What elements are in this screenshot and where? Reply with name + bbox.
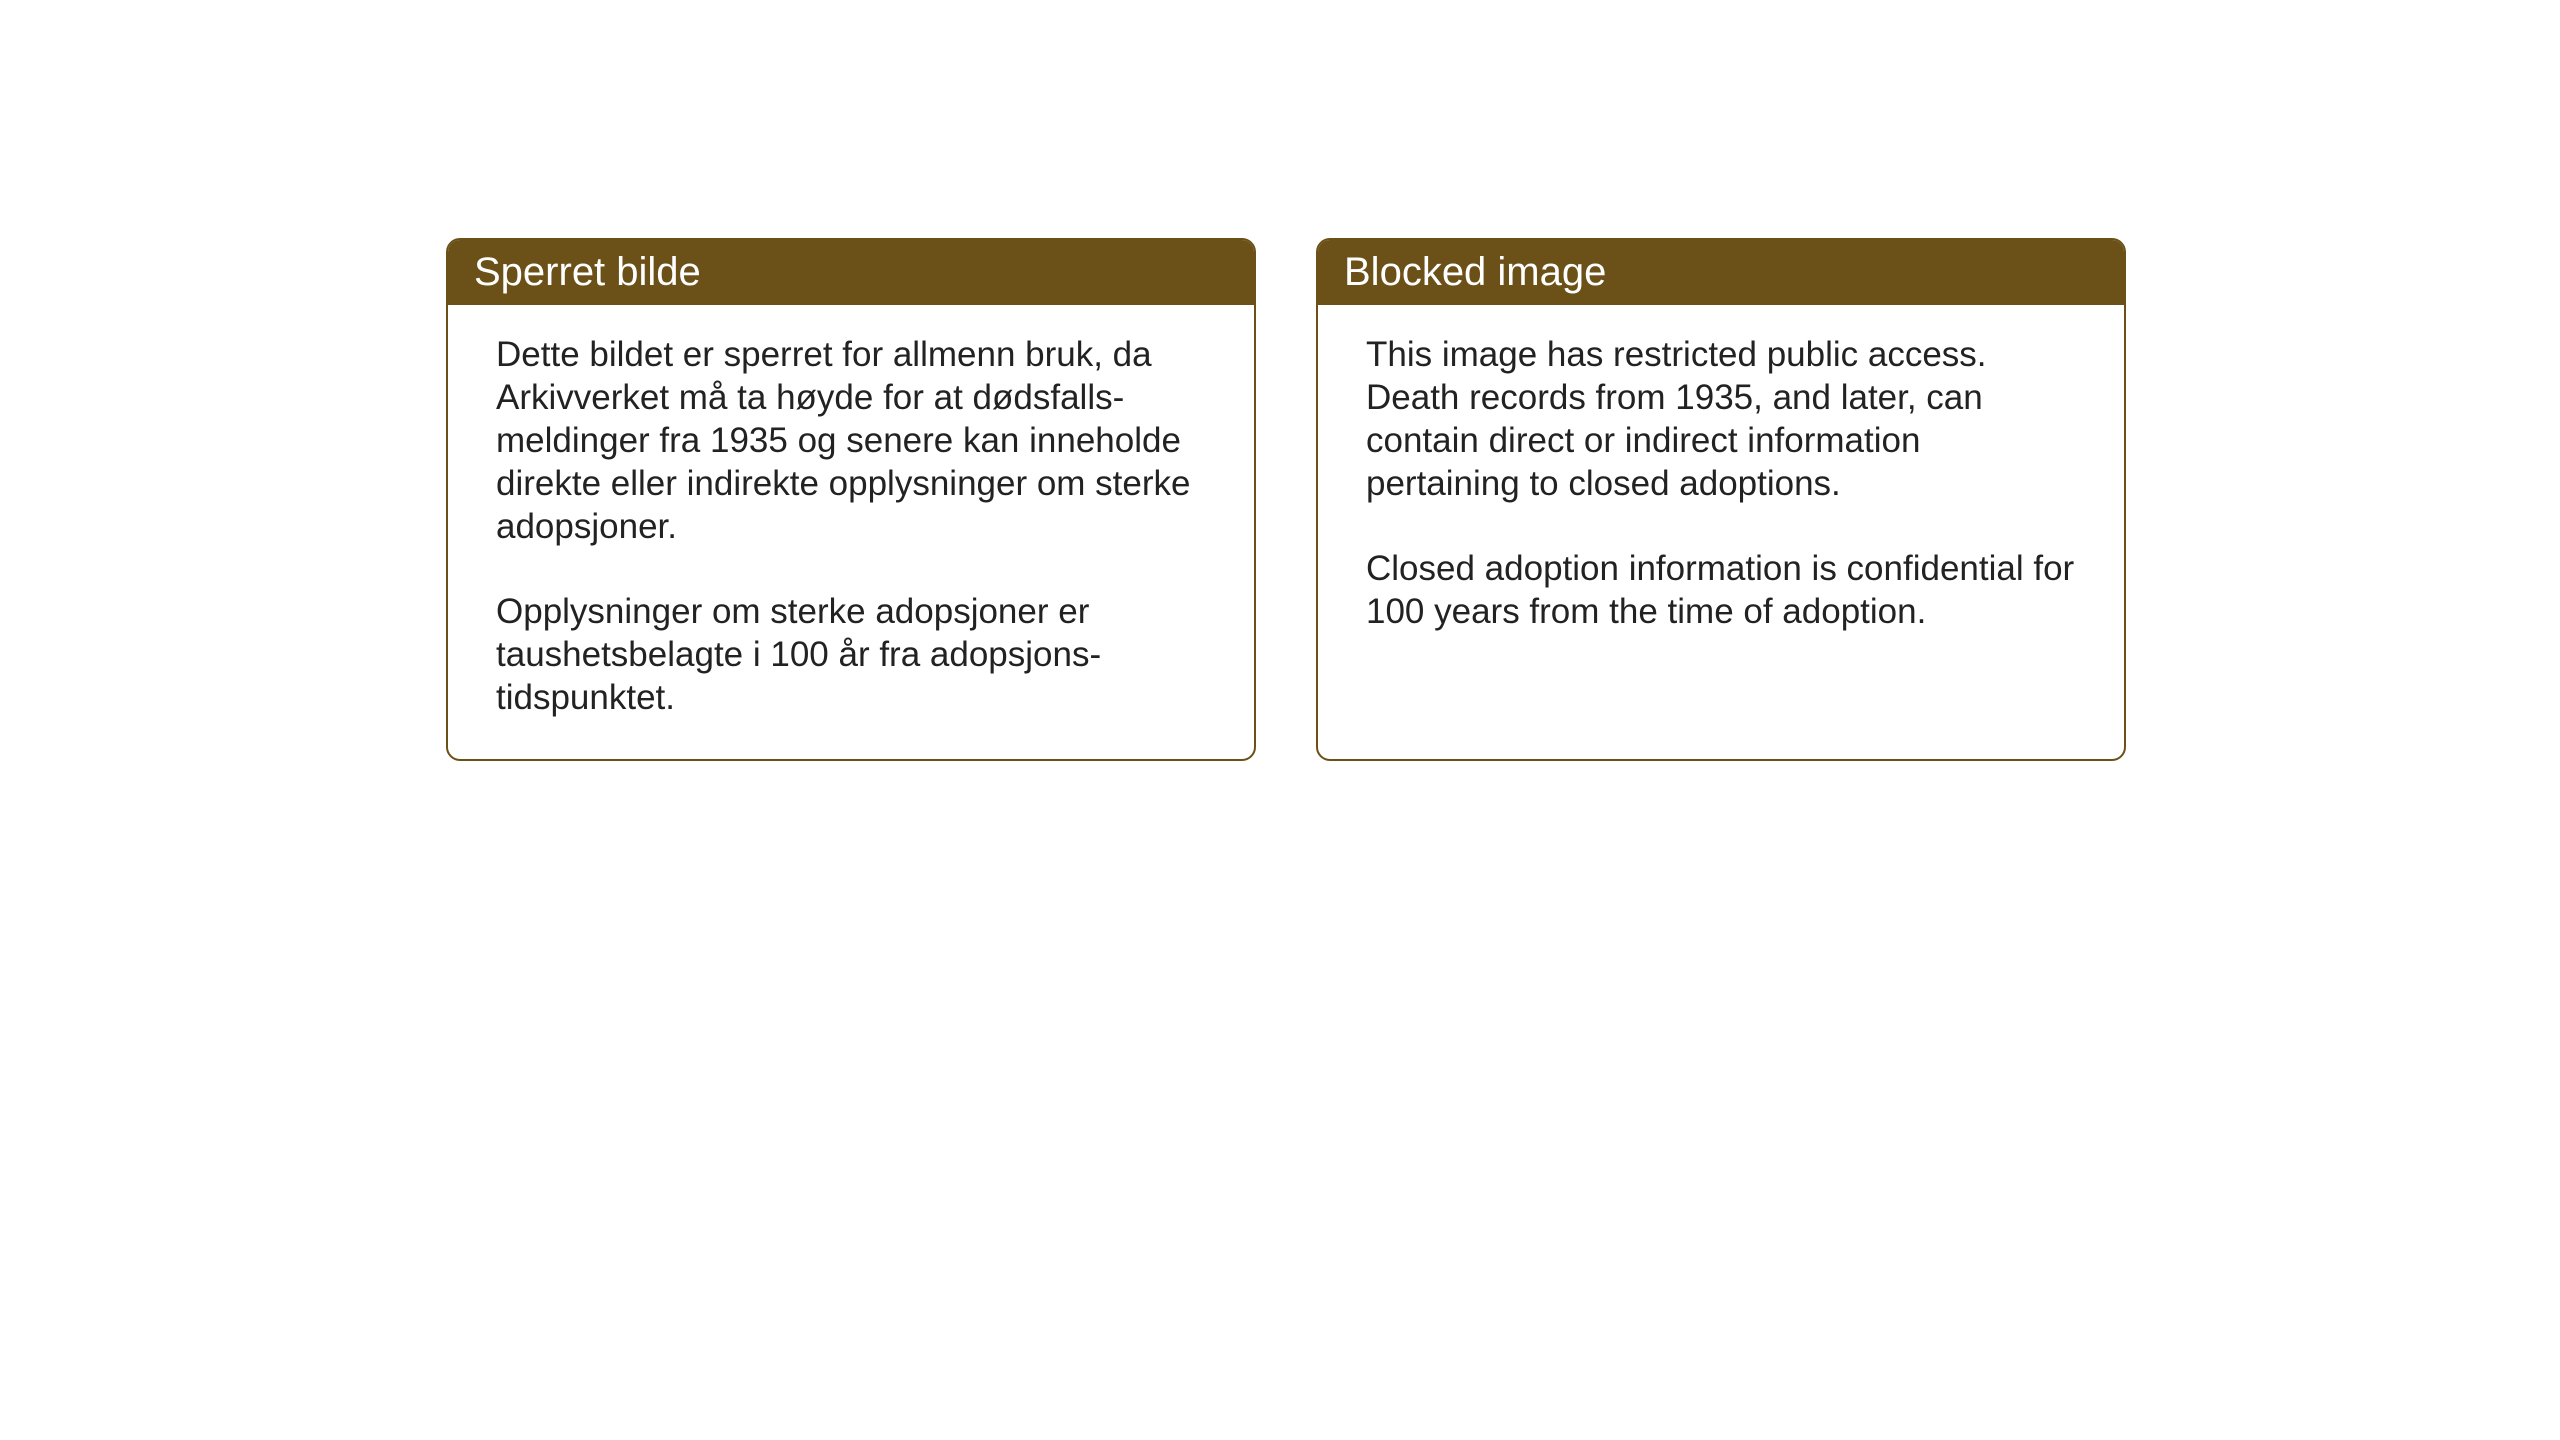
norwegian-card-header: Sperret bilde [448, 240, 1254, 305]
english-notice-card: Blocked image This image has restricted … [1316, 238, 2126, 761]
norwegian-notice-card: Sperret bilde Dette bildet er sperret fo… [446, 238, 1256, 761]
norwegian-card-title: Sperret bilde [474, 250, 701, 294]
english-card-title: Blocked image [1344, 250, 1606, 294]
english-card-body: This image has restricted public access.… [1318, 305, 2124, 759]
norwegian-paragraph-1: Dette bildet er sperret for allmenn bruk… [496, 333, 1206, 548]
english-card-header: Blocked image [1318, 240, 2124, 305]
english-paragraph-2: Closed adoption information is confident… [1366, 547, 2076, 633]
english-paragraph-1: This image has restricted public access.… [1366, 333, 2076, 505]
notice-cards-container: Sperret bilde Dette bildet er sperret fo… [446, 238, 2126, 761]
norwegian-paragraph-2: Opplysninger om sterke adopsjoner er tau… [496, 590, 1206, 719]
norwegian-card-body: Dette bildet er sperret for allmenn bruk… [448, 305, 1254, 759]
